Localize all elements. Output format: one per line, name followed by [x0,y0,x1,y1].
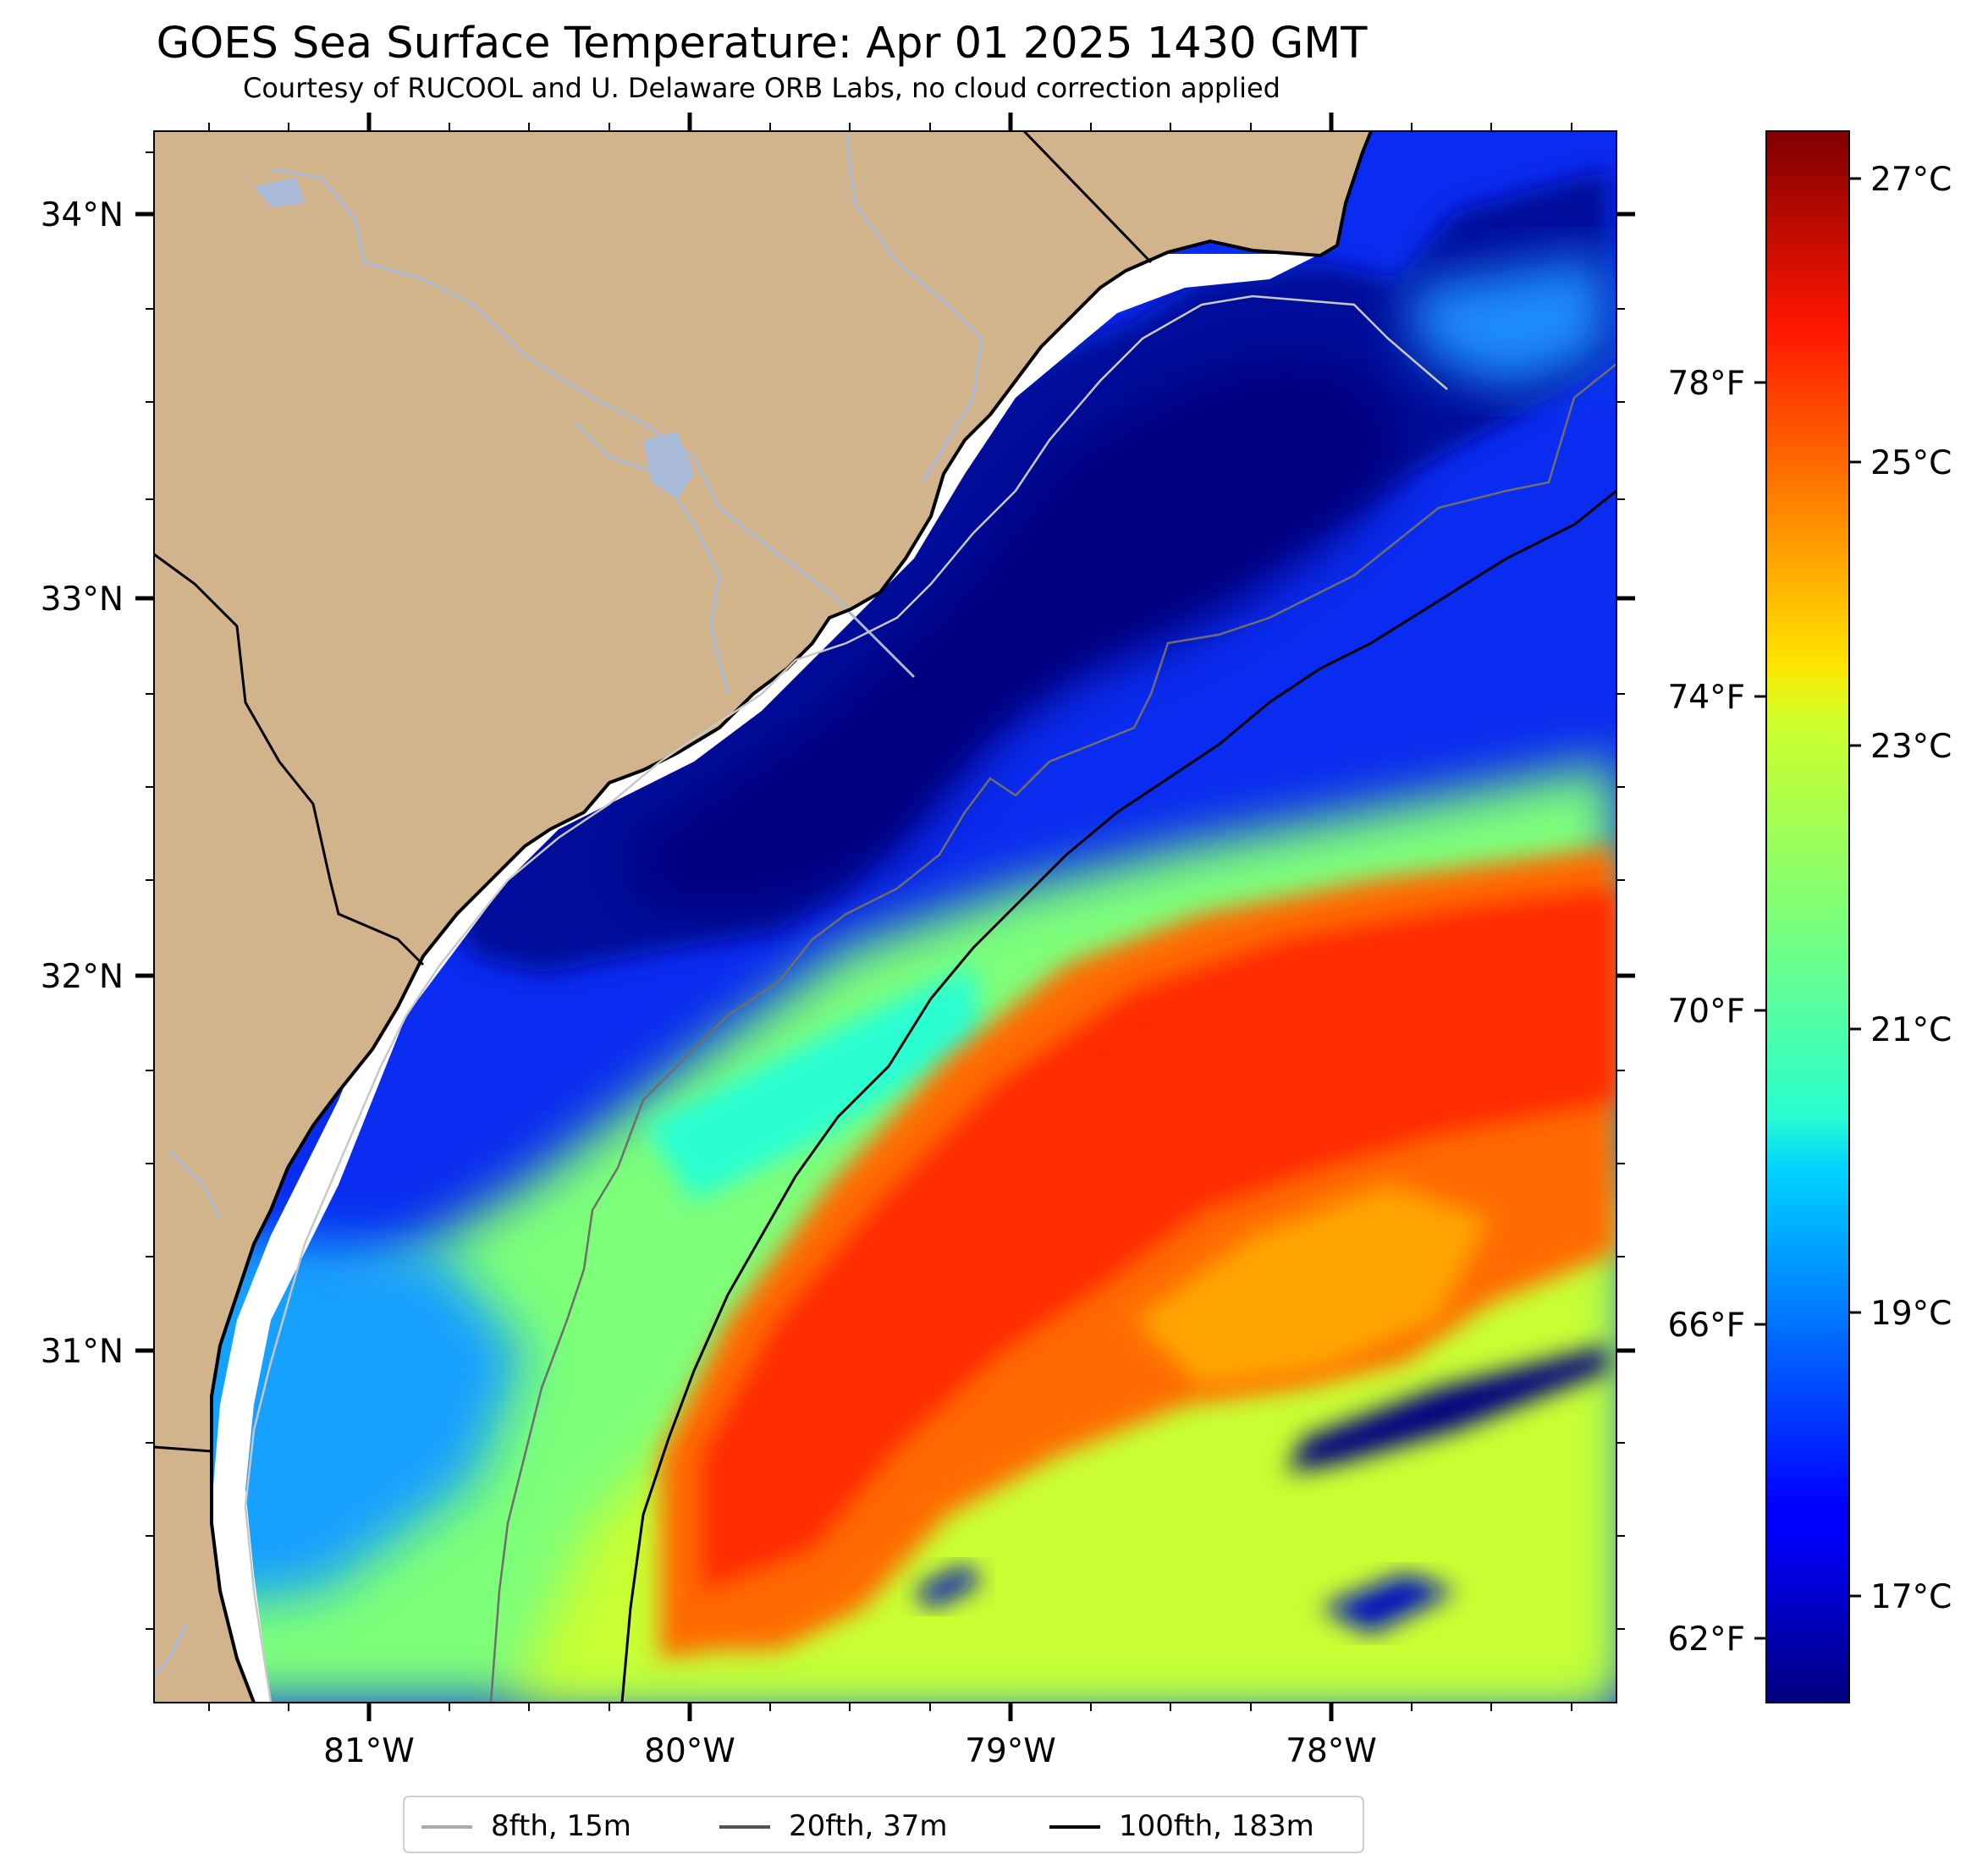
state-borders [154,131,1153,1453]
isobath-legend: 8fth, 15m 20fth, 37m 100fth, 183m [403,1796,1364,1853]
lon-label-78: 78°W [1286,1732,1377,1770]
legend-item-8fth: 8fth, 15m [421,1809,701,1843]
lat-label-33: 33°N [41,581,124,619]
f-label-70: 70°F [1667,993,1745,1031]
lat-label-32: 32°N [41,958,124,996]
legend-label-8fth: 8fth, 15m [491,1809,631,1843]
land-mass [154,131,1371,1703]
minor-longitude-ticks [208,123,1572,1711]
c-label-27: 27°C [1870,161,1952,199]
f-label-66: 66°F [1667,1307,1745,1345]
legend-label-100fth: 100fth, 183m [1119,1809,1314,1843]
lon-label-79: 79°W [965,1732,1056,1770]
legend-item-100fth: 100fth, 183m [1049,1809,1354,1843]
sst-raster [154,131,1616,1703]
legend-item-20fth: 20fth, 37m [719,1809,1007,1843]
c-label-17: 17°C [1870,1578,1952,1616]
lon-label-80: 80°W [644,1732,735,1770]
map-frame [153,130,1617,1703]
minor-latitude-ticks [146,151,1625,1630]
c-label-25: 25°C [1870,444,1952,482]
c-label-23: 23°C [1870,728,1952,766]
f-label-62: 62°F [1667,1621,1745,1659]
celsius-ticks [1849,177,1861,1598]
legend-line-20fth [719,1825,770,1829]
lon-label-81: 81°W [323,1732,415,1770]
legend-line-100fth [1049,1825,1100,1829]
isobath-20fth [489,363,1616,1703]
f-label-78: 78°F [1667,365,1745,403]
fahrenheit-ticks [1754,381,1766,1640]
c-label-21: 21°C [1870,1011,1952,1049]
legend-line-8fth [421,1825,472,1829]
c-label-19: 19°C [1870,1295,1952,1333]
legend-label-20fth: 20fth, 37m [789,1809,948,1843]
lat-label-34: 34°N [41,196,124,234]
rivers [154,131,983,1677]
isobath-8fth [244,294,1448,1703]
f-label-74: 74°F [1667,679,1745,717]
longitude-ticks [366,113,1334,1721]
colorbar [1765,130,1850,1703]
isobath-100fth [620,489,1616,1703]
lat-label-31: 31°N [41,1333,124,1371]
coastline [210,131,1373,1703]
latitude-ticks [135,212,1635,1353]
page-title: GOES Sea Surface Temperature: Apr 01 202… [156,19,1368,69]
page-subtitle: Courtesy of RUCOOL and U. Delaware ORB L… [243,72,1280,104]
